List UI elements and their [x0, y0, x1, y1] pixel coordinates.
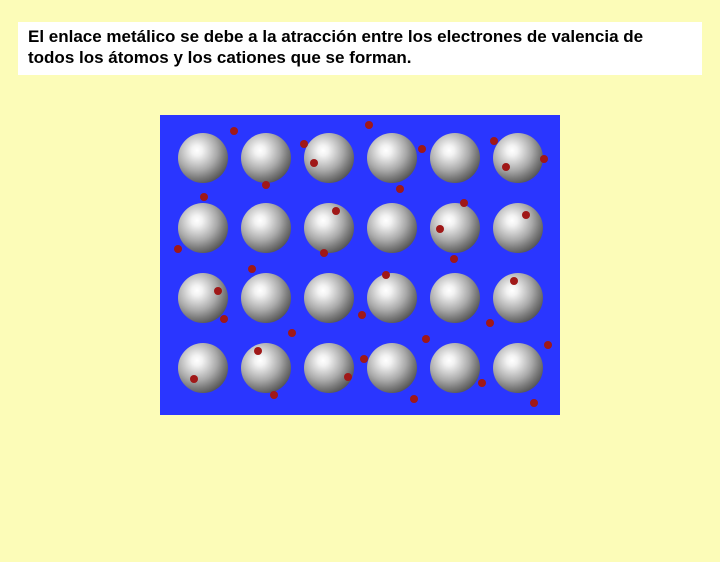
- electron-dot: [436, 225, 444, 233]
- cation-sphere: [430, 343, 480, 393]
- cation-sphere: [367, 273, 417, 323]
- diagram-container: [0, 115, 720, 415]
- cation-sphere: [367, 203, 417, 253]
- cation-sphere: [241, 273, 291, 323]
- electron-dot: [365, 121, 373, 129]
- electron-dot: [262, 181, 270, 189]
- electron-dot: [544, 341, 552, 349]
- electron-dot: [190, 375, 198, 383]
- cation-sphere: [304, 133, 354, 183]
- cation-sphere: [241, 343, 291, 393]
- cation-sphere: [430, 133, 480, 183]
- cation-sphere: [367, 133, 417, 183]
- electron-dot: [220, 315, 228, 323]
- electron-dot: [396, 185, 404, 193]
- cation-sphere: [493, 133, 543, 183]
- electron-dot: [530, 399, 538, 407]
- electron-dot: [422, 335, 430, 343]
- electron-dot: [230, 127, 238, 135]
- cation-sphere: [304, 203, 354, 253]
- cation-sphere: [241, 133, 291, 183]
- electron-dot: [174, 245, 182, 253]
- cation-sphere: [493, 273, 543, 323]
- electron-dot: [358, 311, 366, 319]
- electron-dot: [490, 137, 498, 145]
- metallic-bond-diagram: [160, 115, 560, 415]
- electron-dot: [270, 391, 278, 399]
- electron-dot: [502, 163, 510, 171]
- electron-dot: [418, 145, 426, 153]
- electron-dot: [478, 379, 486, 387]
- cation-sphere: [304, 273, 354, 323]
- electron-dot: [344, 373, 352, 381]
- electron-dot: [460, 199, 468, 207]
- electron-dot: [540, 155, 548, 163]
- electron-dot: [288, 329, 296, 337]
- electron-dot: [486, 319, 494, 327]
- electron-dot: [254, 347, 262, 355]
- electron-dot: [522, 211, 530, 219]
- electron-dot: [310, 159, 318, 167]
- electron-dot: [300, 140, 308, 148]
- electron-dot: [510, 277, 518, 285]
- electron-dot: [382, 271, 390, 279]
- electron-dot: [360, 355, 368, 363]
- cation-sphere: [304, 343, 354, 393]
- electron-dot: [410, 395, 418, 403]
- caption-box: El enlace metálico se debe a la atracció…: [18, 22, 702, 75]
- electron-dot: [450, 255, 458, 263]
- electron-dot: [214, 287, 222, 295]
- cation-sphere: [493, 203, 543, 253]
- electron-dot: [248, 265, 256, 273]
- electron-dot: [332, 207, 340, 215]
- cation-sphere: [178, 203, 228, 253]
- cation-sphere: [493, 343, 543, 393]
- cation-sphere: [367, 343, 417, 393]
- cation-sphere: [241, 203, 291, 253]
- electron-dot: [200, 193, 208, 201]
- cation-sphere: [430, 273, 480, 323]
- electron-dot: [320, 249, 328, 257]
- cation-sphere: [178, 343, 228, 393]
- cation-sphere: [178, 133, 228, 183]
- caption-text: El enlace metálico se debe a la atracció…: [28, 26, 692, 69]
